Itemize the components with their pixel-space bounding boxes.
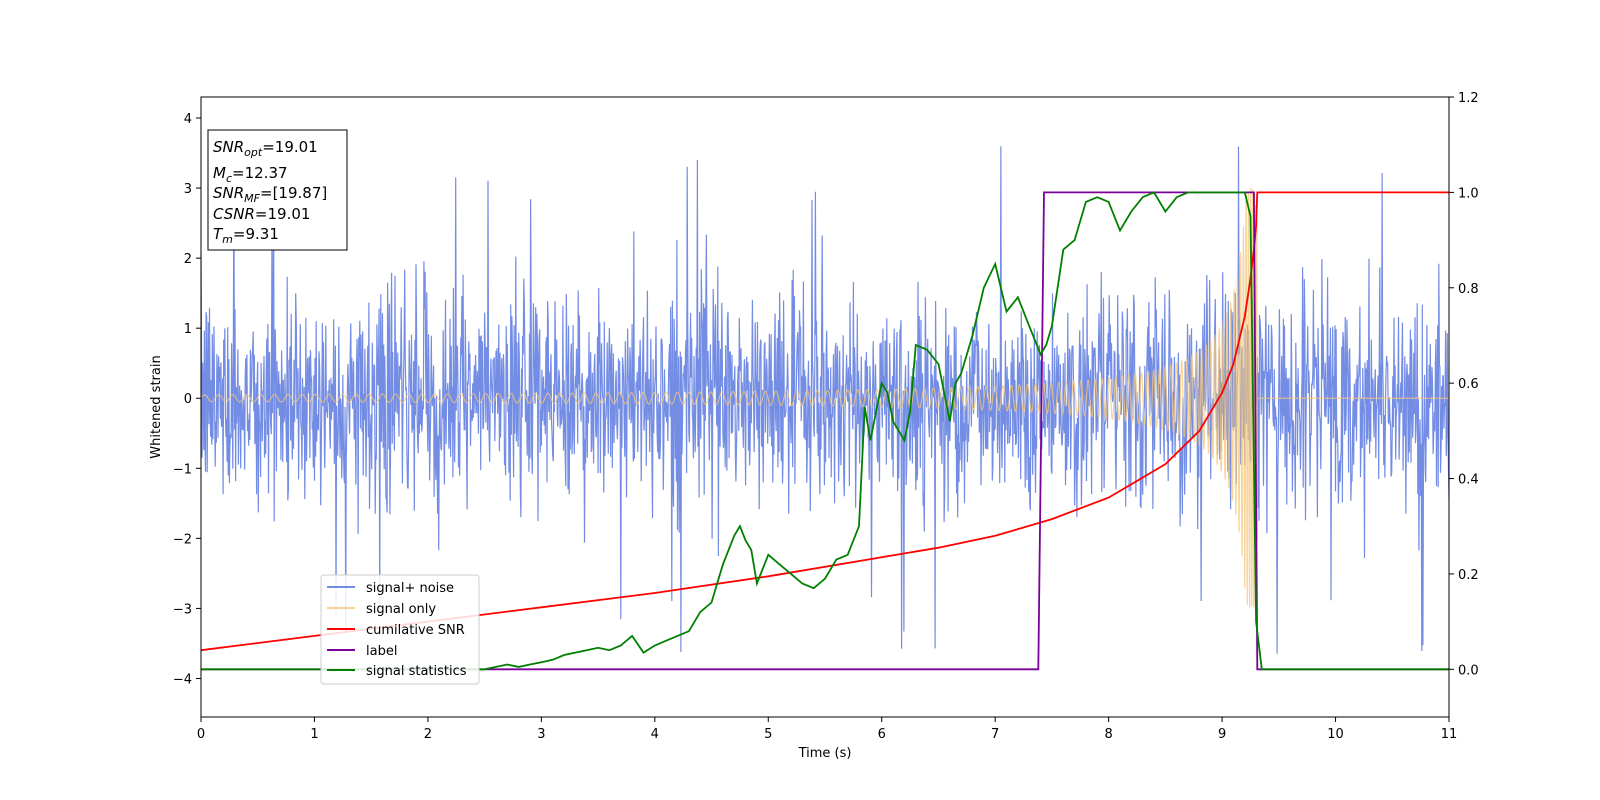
y-axis-right: 1.2 1.0 0.8 0.6 0.4 0.2 0.0 xyxy=(1449,91,1479,678)
x-tick-label: 5 xyxy=(764,727,772,742)
x-tick-label: 10 xyxy=(1327,727,1344,742)
x-tick-label: 3 xyxy=(537,727,545,742)
info-mc: Mc=12.37 xyxy=(213,164,288,185)
plot-frame xyxy=(200,96,1450,718)
y-tick-label: 3 xyxy=(184,182,192,197)
x-tick-label: 2 xyxy=(424,727,432,742)
x-axis-label: Time (s) xyxy=(798,746,852,761)
legend-label-label: label xyxy=(366,644,397,659)
legend-label-signal-statistics: signal statistics xyxy=(366,664,467,679)
x-tick-label: 0 xyxy=(197,727,205,742)
x-tick-label: 4 xyxy=(651,727,659,742)
x-tick-label: 9 xyxy=(1218,727,1226,742)
x-tick-label: 7 xyxy=(991,727,999,742)
info-csnr: CSNR=19.01 xyxy=(213,205,310,223)
info-snr-opt: SNRopt=19.01 xyxy=(213,138,318,159)
legend-label-signal-noise: signal+ noise xyxy=(366,581,454,596)
y2-tick-label: 1.0 xyxy=(1458,186,1479,201)
legend-item-label: label xyxy=(327,644,397,659)
y-axis-label: Whitened strain xyxy=(149,355,164,458)
series-signal-statistics xyxy=(201,191,1449,671)
y2-tick-label: 1.2 xyxy=(1458,91,1479,106)
series-signal-only xyxy=(201,188,1449,609)
y-tick-label: −4 xyxy=(173,672,192,687)
y-tick-label: −3 xyxy=(173,602,192,617)
legend-item-signal-statistics: signal statistics xyxy=(327,664,467,679)
x-tick-label: 11 xyxy=(1441,727,1458,742)
y-tick-label: 0 xyxy=(184,392,192,407)
x-axis: 0 1 2 3 4 5 6 7 8 9 10 11 xyxy=(197,717,1457,742)
y-tick-label: −2 xyxy=(173,532,192,547)
y2-tick-label: 0.4 xyxy=(1458,473,1479,488)
legend-label-signal-only: signal only xyxy=(366,602,436,617)
y2-tick-label: 0.0 xyxy=(1458,663,1479,678)
legend-item-signal-only: signal only xyxy=(327,602,436,617)
y-tick-label: −1 xyxy=(173,462,192,477)
y-tick-label: 2 xyxy=(184,252,192,267)
y2-tick-label: 0.8 xyxy=(1458,282,1479,297)
legend: signal+ noise signal only cumilative SNR… xyxy=(320,574,480,685)
legend-item-cumulative-snr: cumilative SNR xyxy=(327,623,465,638)
info-tm: Tm=9.31 xyxy=(213,225,279,246)
y2-tick-label: 0.6 xyxy=(1458,377,1479,392)
y-axis-left: 4 3 2 1 0 −1 −2 −3 −4 xyxy=(173,112,201,687)
info-snr-mf: SNRMF=[19.87] xyxy=(213,184,327,205)
y2-tick-label: 0.2 xyxy=(1458,568,1479,583)
y-tick-label: 1 xyxy=(184,322,192,337)
series-cumulative-snr xyxy=(201,191,1449,652)
y-tick-label: 4 xyxy=(184,112,192,127)
legend-item-signal-noise: signal+ noise xyxy=(327,581,454,596)
legend-label-cumulative-snr: cumilative SNR xyxy=(366,623,465,638)
x-tick-label: 6 xyxy=(878,727,886,742)
x-tick-label: 1 xyxy=(310,727,318,742)
series-layer xyxy=(201,145,1449,671)
info-box: SNRopt=19.01 Mc=12.37 SNRMF=[19.87] CSNR… xyxy=(207,129,348,251)
x-tick-label: 8 xyxy=(1104,727,1112,742)
